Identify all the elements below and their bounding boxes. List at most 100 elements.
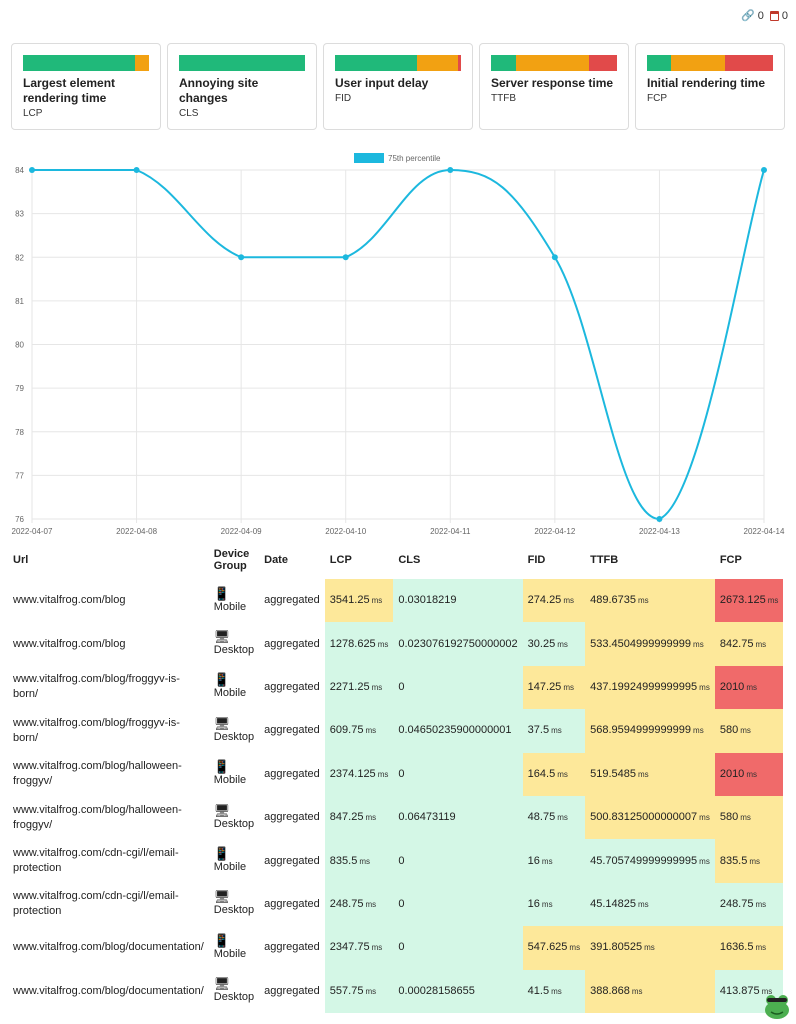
bar-segment [458,55,461,71]
fid-value: 41.5 [527,984,550,997]
results-table: Url Device Group Date LCP CLS FID TTFB F… [8,541,784,1013]
date-cell: aggregated [264,637,320,650]
table-row[interactable]: www.vitalfrog.com/blog/froggyv-is-born/ 🖥… [8,709,784,753]
ttfb-unit: ms [637,769,649,779]
date-cell: aggregated [264,594,320,607]
fcp-cell: 842.75 ms [714,622,784,666]
bar-segment [416,55,459,71]
data-point[interactable] [133,167,140,173]
fid-value: 30.25 [527,637,556,650]
x-tick-label: 2022-04-08 [116,527,157,536]
cls-value: 0.00028158655 [398,984,475,997]
table-row[interactable]: www.vitalfrog.com/blog/halloween-froggyv… [8,795,784,840]
cls-value: 0.023076192750000002 [398,637,518,650]
calendar-counter[interactable]: 0 [769,10,788,22]
fid-value: 164.5 [527,767,556,780]
data-point[interactable] [238,254,245,261]
data-point[interactable] [447,167,454,173]
table-row[interactable]: www.vitalfrog.com/blog/froggyv-is-born/ 📱… [8,665,784,710]
table-row[interactable]: www.vitalfrog.com/cdn-cgi/l/email-protec… [8,839,784,883]
lcp-unit: ms [365,899,377,909]
bar-segment [516,55,590,71]
date-cell: aggregated [264,854,320,867]
percentile-chart: 76 77 78 79 80 81 82 83 84 2022-04-07 2022-04-08 20… [0,148,796,542]
fcp-cell: 413.875 ms [714,969,784,1013]
fid-unit: ms [569,943,581,953]
ttfb-unit: ms [699,813,710,823]
metric-card-fcp[interactable]: Initial rendering time FCP [635,43,785,130]
table-row[interactable]: www.vitalfrog.com/blog/documentation/ 🖥 De… [8,969,784,1013]
lcp-value: 1278.625 [329,637,376,650]
table-row[interactable]: www.vitalfrog.com/blog 📱 Mobile aggregated 3… [8,579,784,623]
data-point[interactable] [342,254,349,261]
x-tick-label: 2022-04-10 [325,527,366,536]
ttfb-cell: 500.83125000000007 ms [585,795,715,840]
col-ttfb[interactable]: TTFB [590,554,619,566]
lcp-unit: ms [377,769,389,779]
fid-cell: 41.5 ms [522,969,586,1013]
url-cell: www.vitalfrog.com/cdn-cgi/l/email-protec… [13,890,179,918]
col-fid[interactable]: FID [527,554,546,566]
col-cls[interactable]: CLS [398,554,421,566]
lcp-value: 835.5 [329,854,358,867]
ttfb-unit: ms [637,899,649,909]
col-device[interactable]: Device Group [213,548,250,572]
device-cell: 📱 Mobile [209,839,259,882]
metric-card-ttfb[interactable]: Server response time TTFB [479,43,629,130]
fcp-unit: ms [755,943,767,953]
cls-value: 0 [398,767,405,780]
col-lcp[interactable]: LCP [329,554,352,566]
table-row[interactable]: www.vitalfrog.com/cdn-cgi/l/email-protec… [8,882,784,927]
ttfb-value: 45.14825 [590,897,636,910]
chart-grid [31,169,765,523]
lcp-unit: ms [371,596,383,606]
metric-card-cls[interactable]: Annoying site changes CLS [167,43,317,130]
metric-title: Server response time [491,76,614,90]
fid-cell: 16 ms [522,839,586,883]
metric-title: Largest element rendering time [23,76,116,105]
fcp-cell: 248.75 ms [714,882,784,927]
metric-card-lcp[interactable]: Largest element rendering time LCP [11,43,161,130]
cls-cell: 0 [393,882,523,927]
cls-value: 0.06473119 [398,811,456,824]
metric-title: Annoying site changes [179,76,259,105]
data-point[interactable] [29,167,35,173]
date-cell: aggregated [264,811,320,824]
chart-legend[interactable]: 75th percentile [354,153,441,163]
ttfb-unit: ms [644,943,655,953]
bar-segment [589,55,617,71]
ttfb-unit: ms [699,856,710,866]
device-cell: 🖥 Desktop [209,796,259,839]
fcp-value: 842.75 [719,637,754,650]
url-cell: www.vitalfrog.com/blog/halloween-froggyv… [13,803,182,831]
fid-cell: 16 ms [522,882,586,927]
desktop-icon: 🖥 [213,976,231,992]
ttfb-cell: 391.80525 ms [585,926,715,970]
col-date[interactable]: Date [264,554,288,566]
device-label: Desktop [213,817,255,830]
table-row[interactable]: www.vitalfrog.com/blog/documentation/ 📱 Mo… [8,926,784,970]
table-row[interactable]: www.vitalfrog.com/blog/halloween-froggyv… [8,752,784,796]
device-cell: 🖥 Desktop [209,709,259,752]
y-tick-label: 81 [15,297,24,306]
fid-cell: 48.75 ms [522,795,586,840]
fid-value: 147.25 [527,680,562,693]
table-row[interactable]: www.vitalfrog.com/blog 🖥 Desktop aggregated… [8,622,784,666]
device-cell: 🖥 Desktop [209,970,259,1013]
fid-value: 48.75 [527,811,556,824]
lcp-cell: 847.25 ms [324,795,394,840]
device-cell: 📱 Mobile [209,666,259,709]
ttfb-unit: ms [699,682,710,692]
lcp-cell: 609.75 ms [324,709,394,753]
data-point[interactable] [761,167,767,173]
metric-abbr: CLS [179,108,199,119]
device-label: Desktop [213,730,255,743]
data-point[interactable] [656,516,663,522]
metric-card-fid[interactable]: User input delay FID [323,43,473,130]
lcp-value: 2347.75 [329,941,370,954]
col-fcp[interactable]: FCP [719,554,742,566]
col-url[interactable]: Url [13,554,29,566]
data-point[interactable] [551,254,558,261]
ttfb-cell: 437.19924999999995 ms [585,665,715,710]
link-counter[interactable]: 🔗 0 [741,9,764,23]
